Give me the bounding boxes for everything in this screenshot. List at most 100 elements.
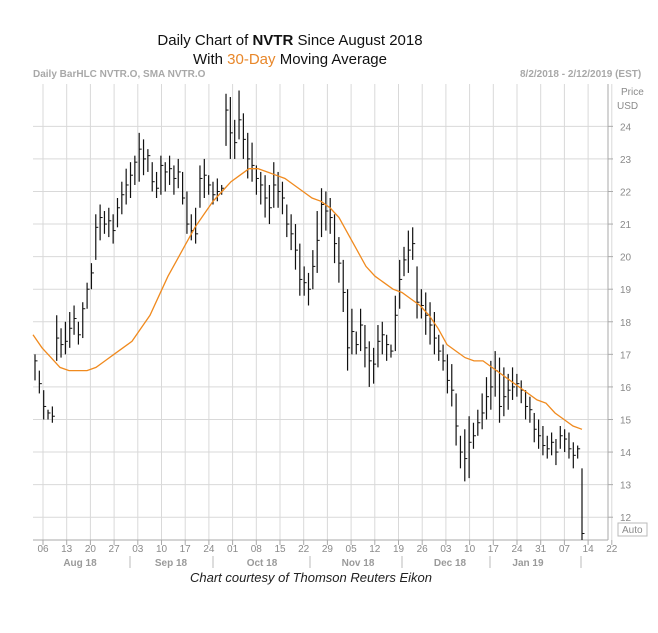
price-bar bbox=[420, 289, 424, 319]
x-tick-label: 12 bbox=[369, 544, 381, 555]
price-bar bbox=[112, 214, 116, 244]
price-bar bbox=[433, 312, 437, 355]
price-bar bbox=[64, 321, 68, 355]
x-tick-label: 24 bbox=[203, 544, 215, 555]
y-axis-unit: USD bbox=[617, 101, 638, 112]
price-bar bbox=[138, 132, 142, 182]
sma-30-line bbox=[32, 168, 583, 430]
x-tick-label: 05 bbox=[346, 544, 358, 555]
x-month-label: Nov 18 bbox=[342, 558, 375, 569]
x-tick-label: 22 bbox=[298, 544, 310, 555]
price-bar bbox=[155, 171, 160, 198]
price-bar bbox=[108, 207, 112, 238]
price-bar bbox=[542, 426, 546, 456]
chart-frame bbox=[33, 84, 609, 541]
ticker-symbol: NVTR bbox=[252, 32, 294, 49]
price-bar bbox=[69, 312, 73, 348]
x-tick-label: 26 bbox=[417, 544, 429, 555]
price-bar bbox=[203, 158, 207, 198]
auto-scale-button[interactable] bbox=[617, 522, 648, 537]
price-bar bbox=[477, 409, 481, 436]
price-bar bbox=[129, 162, 134, 198]
price-bar bbox=[260, 171, 264, 205]
price-bar bbox=[325, 191, 329, 231]
price-bar bbox=[368, 341, 372, 387]
price-bar bbox=[394, 295, 398, 352]
x-tick-label: 17 bbox=[180, 544, 192, 555]
x-tick-label: 08 bbox=[251, 544, 263, 555]
price-bar bbox=[555, 439, 559, 466]
chart-series-header: Daily BarHLC NVTR.O, SMA NVTR.O bbox=[33, 69, 206, 80]
price-bar bbox=[208, 175, 212, 195]
price-bar bbox=[390, 344, 394, 358]
price-bar bbox=[168, 155, 173, 185]
price-bar bbox=[216, 178, 220, 202]
price-bar bbox=[286, 204, 290, 238]
price-bar bbox=[403, 246, 407, 277]
price-bar bbox=[142, 139, 147, 176]
price-bar bbox=[381, 321, 385, 355]
price-bar bbox=[316, 211, 320, 273]
price-bar bbox=[43, 390, 47, 420]
x-tick-label: 20 bbox=[85, 544, 97, 555]
price-bar bbox=[134, 155, 138, 185]
x-tick-label: 14 bbox=[583, 544, 595, 555]
y-axis: 12 13 14 15 16 17 18 19 20 21 22 23 24 bbox=[608, 122, 632, 524]
price-bar bbox=[303, 266, 307, 296]
price-bar bbox=[533, 412, 537, 443]
y-tick-label: 22 bbox=[620, 187, 632, 198]
price-bar bbox=[221, 184, 225, 195]
x-tick-label: 10 bbox=[156, 544, 168, 555]
y-tick-label: 19 bbox=[620, 285, 632, 296]
x-tick-label: 13 bbox=[61, 544, 73, 555]
price-bar bbox=[455, 393, 459, 446]
price-bar bbox=[34, 354, 38, 381]
y-tick-label: 14 bbox=[620, 448, 632, 459]
price-bar bbox=[95, 214, 99, 260]
price-bar bbox=[247, 132, 251, 179]
price-bar bbox=[320, 188, 325, 238]
price-bar bbox=[177, 158, 181, 189]
chart-date-range: 8/2/2018 - 2/12/2019 (EST) bbox=[520, 69, 642, 80]
price-bar bbox=[564, 429, 568, 453]
price-bar bbox=[186, 191, 190, 234]
price-bar bbox=[125, 168, 129, 205]
price-bar bbox=[446, 354, 450, 394]
price-bar bbox=[160, 155, 164, 195]
price-bar bbox=[294, 224, 298, 270]
price-bar bbox=[264, 175, 268, 218]
x-tick-label: 17 bbox=[488, 544, 500, 555]
price-bar bbox=[524, 390, 529, 420]
price-bar bbox=[481, 393, 485, 430]
price-bar bbox=[229, 97, 233, 159]
price-bar bbox=[559, 426, 563, 449]
x-tick-label: 27 bbox=[109, 544, 121, 555]
price-bar bbox=[568, 432, 572, 459]
price-bar bbox=[373, 347, 377, 384]
price-bar bbox=[572, 442, 576, 469]
price-bar bbox=[338, 237, 342, 283]
price-bar bbox=[255, 165, 259, 195]
sma-period-label: 30-Day bbox=[227, 51, 276, 68]
price-bar bbox=[199, 165, 203, 208]
price-bar bbox=[225, 93, 229, 146]
price-bar bbox=[546, 435, 550, 459]
price-bar bbox=[73, 305, 77, 335]
price-bar bbox=[464, 429, 468, 482]
y-tick-label: 21 bbox=[620, 220, 632, 231]
price-bar bbox=[82, 302, 86, 339]
x-month-label: Aug 18 bbox=[63, 558, 97, 569]
price-bar bbox=[164, 162, 168, 192]
price-bar bbox=[346, 289, 351, 371]
x-tick-label: 03 bbox=[132, 544, 144, 555]
price-bar bbox=[429, 302, 433, 345]
price-bar bbox=[312, 250, 316, 290]
price-bar bbox=[182, 171, 186, 205]
y-tick-label: 20 bbox=[620, 253, 632, 264]
price-bar bbox=[537, 419, 542, 449]
price-bar bbox=[520, 380, 524, 404]
price-bar bbox=[77, 321, 81, 345]
x-tick-label: 07 bbox=[559, 544, 571, 555]
price-bar bbox=[329, 198, 333, 234]
